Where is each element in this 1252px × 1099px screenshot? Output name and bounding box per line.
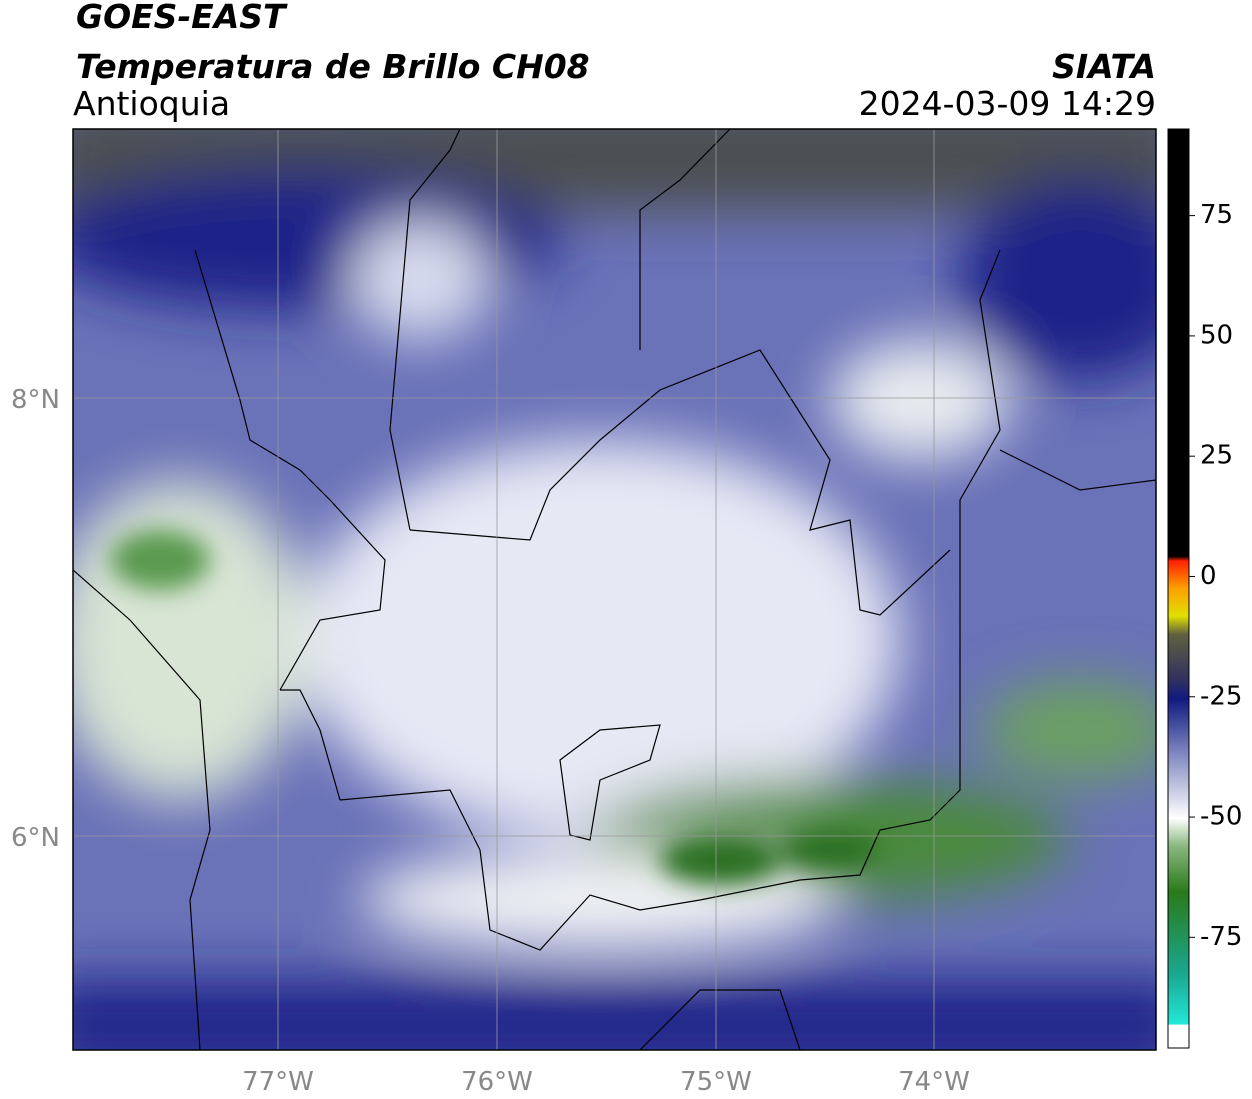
graticule (73, 129, 1156, 1050)
source: SIATA (1052, 47, 1156, 86)
colorbar (1167, 128, 1190, 1049)
lat-label: 8°N (11, 385, 60, 415)
colorbar-tick-label: -50 (1200, 802, 1242, 832)
colorbar-tick-label: -25 (1200, 681, 1242, 711)
map-frame (72, 128, 1157, 1051)
colorbar-tick-label: 0 (1200, 561, 1217, 591)
colorbar-tick-label: -75 (1200, 922, 1242, 952)
colorbar-tick-label: 75 (1200, 200, 1233, 230)
lat-label: 6°N (11, 823, 60, 853)
lon-label: 74°W (898, 1067, 970, 1097)
region: Antioquia (73, 84, 230, 123)
lon-label: 77°W (242, 1067, 314, 1097)
colorbar-tick-label: 50 (1200, 320, 1233, 350)
lon-label: 76°W (461, 1067, 533, 1097)
datetime: 2024-03-09 14:29 (859, 84, 1156, 123)
title: GOES-EAST (76, 0, 288, 36)
subtitle: Temperatura de Brillo CH08 (76, 47, 590, 86)
colorbar-tick-label: 25 (1200, 441, 1233, 471)
lon-label: 75°W (680, 1067, 752, 1097)
satellite-image (73, 129, 1156, 1050)
